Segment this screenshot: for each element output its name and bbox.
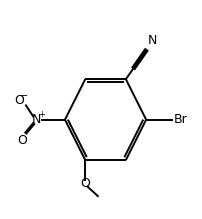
Text: N: N: [147, 34, 156, 47]
Text: O: O: [80, 177, 90, 190]
Text: N: N: [31, 113, 41, 126]
Text: O: O: [14, 94, 24, 107]
Text: +: +: [38, 110, 45, 119]
Text: −: −: [20, 92, 28, 101]
Text: O: O: [17, 134, 27, 147]
Text: Br: Br: [173, 113, 186, 126]
